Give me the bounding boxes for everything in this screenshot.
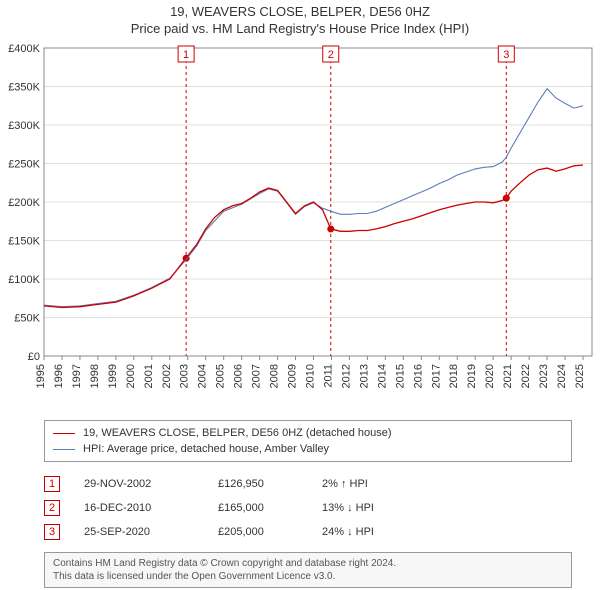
svg-text:2021: 2021 xyxy=(502,364,514,388)
event-row: 2 16-DEC-2010 £165,000 13% ↓ HPI xyxy=(44,496,572,520)
attribution-footer: Contains HM Land Registry data © Crown c… xyxy=(44,552,572,588)
legend-swatch xyxy=(53,449,75,450)
svg-text:2017: 2017 xyxy=(430,364,442,388)
svg-text:£350K: £350K xyxy=(8,82,40,94)
legend-label: 19, WEAVERS CLOSE, BELPER, DE56 0HZ (det… xyxy=(83,427,392,439)
svg-text:2006: 2006 xyxy=(233,364,245,388)
svg-text:2023: 2023 xyxy=(538,364,550,388)
chart-title-subtitle: Price paid vs. HM Land Registry's House … xyxy=(0,21,600,36)
svg-text:2002: 2002 xyxy=(161,364,173,388)
event-delta: 2% ↑ HPI xyxy=(322,478,412,490)
event-date: 16-DEC-2010 xyxy=(84,502,194,514)
event-price: £126,950 xyxy=(218,478,298,490)
svg-text:£200K: £200K xyxy=(8,197,40,209)
svg-text:2004: 2004 xyxy=(197,364,209,388)
chart-title-address: 19, WEAVERS CLOSE, BELPER, DE56 0HZ xyxy=(0,4,600,19)
event-row: 1 29-NOV-2002 £126,950 2% ↑ HPI xyxy=(44,472,572,496)
line-chart-svg: £0 £50K £100K £150K £200K £250K £300K £350K £400… xyxy=(0,36,600,414)
chart-legend: 19, WEAVERS CLOSE, BELPER, DE56 0HZ (det… xyxy=(44,420,572,462)
svg-text:£100K: £100K xyxy=(8,274,40,286)
svg-text:2018: 2018 xyxy=(448,364,460,388)
svg-text:£150K: £150K xyxy=(8,236,40,248)
svg-text:2010: 2010 xyxy=(305,364,317,388)
svg-text:2014: 2014 xyxy=(376,364,388,388)
svg-text:1996: 1996 xyxy=(53,364,65,388)
chart-area: £0 £50K £100K £150K £200K £250K £300K £350K £400… xyxy=(0,36,600,414)
svg-text:£0: £0 xyxy=(28,351,40,363)
svg-text:2001: 2001 xyxy=(143,364,155,388)
svg-text:£400K: £400K xyxy=(8,43,40,55)
legend-swatch xyxy=(53,433,75,434)
chart-title-block: 19, WEAVERS CLOSE, BELPER, DE56 0HZ Pric… xyxy=(0,0,600,36)
svg-text:2020: 2020 xyxy=(484,364,496,388)
svg-text:1999: 1999 xyxy=(107,364,119,388)
svg-text:2007: 2007 xyxy=(251,364,263,388)
legend-label: HPI: Average price, detached house, Ambe… xyxy=(83,443,329,455)
event-marker-box: 3 xyxy=(44,524,60,540)
footer-line: Contains HM Land Registry data © Crown c… xyxy=(53,557,563,570)
svg-text:1995: 1995 xyxy=(35,364,47,388)
svg-text:2024: 2024 xyxy=(556,364,568,388)
svg-text:2015: 2015 xyxy=(394,364,406,388)
event-marker-box: 1 xyxy=(44,476,60,492)
svg-text:2013: 2013 xyxy=(358,364,370,388)
svg-text:1997: 1997 xyxy=(71,364,83,388)
svg-text:£50K: £50K xyxy=(14,313,40,325)
svg-text:2008: 2008 xyxy=(269,364,281,388)
event-marker-box: 2 xyxy=(44,500,60,516)
svg-text:£250K: £250K xyxy=(8,159,40,171)
event-date: 25-SEP-2020 xyxy=(84,526,194,538)
event-date: 29-NOV-2002 xyxy=(84,478,194,490)
svg-text:2025: 2025 xyxy=(574,364,586,388)
event-row: 3 25-SEP-2020 £205,000 24% ↓ HPI xyxy=(44,520,572,544)
event-delta: 13% ↓ HPI xyxy=(322,502,412,514)
svg-text:2003: 2003 xyxy=(179,364,191,388)
legend-item: HPI: Average price, detached house, Ambe… xyxy=(53,441,563,457)
svg-text:1998: 1998 xyxy=(89,364,101,388)
svg-text:2011: 2011 xyxy=(322,364,334,388)
svg-text:2009: 2009 xyxy=(287,364,299,388)
event-delta: 24% ↓ HPI xyxy=(322,526,412,538)
svg-text:2016: 2016 xyxy=(412,364,424,388)
event-price: £165,000 xyxy=(218,502,298,514)
svg-text:2000: 2000 xyxy=(125,364,137,388)
svg-text:2022: 2022 xyxy=(520,364,532,388)
event-price: £205,000 xyxy=(218,526,298,538)
svg-text:2005: 2005 xyxy=(215,364,227,388)
footer-line: This data is licensed under the Open Gov… xyxy=(53,570,563,583)
svg-text:2: 2 xyxy=(328,49,334,61)
svg-text:2012: 2012 xyxy=(340,364,352,388)
svg-text:3: 3 xyxy=(503,49,509,61)
svg-text:£300K: £300K xyxy=(8,120,40,132)
svg-text:1: 1 xyxy=(183,49,189,61)
event-table: 1 29-NOV-2002 £126,950 2% ↑ HPI 2 16-DEC… xyxy=(44,472,572,544)
legend-item: 19, WEAVERS CLOSE, BELPER, DE56 0HZ (det… xyxy=(53,425,563,441)
svg-text:2019: 2019 xyxy=(466,364,478,388)
